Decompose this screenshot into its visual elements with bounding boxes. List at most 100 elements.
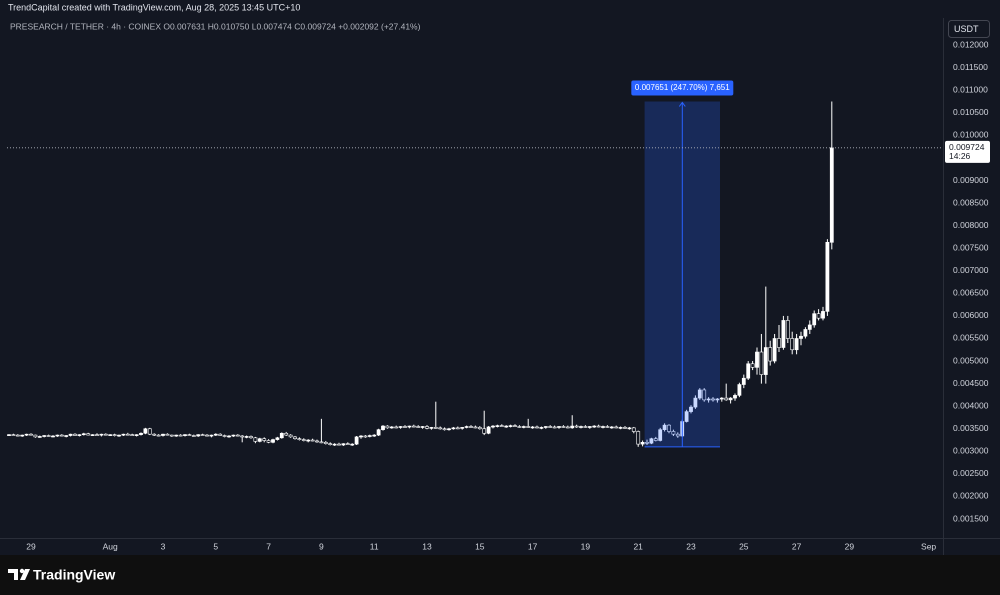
candle-body [491,425,495,428]
candle-body [592,425,597,428]
candle-body [297,438,302,440]
y-tick-label: 0.005500 [953,333,989,343]
candle-body [460,427,465,429]
candle-body [763,347,768,375]
candle-body [790,338,795,351]
candle-body [715,398,720,401]
x-tick-label: 29 [26,541,36,551]
candle-body [574,425,579,428]
logo-dot [19,568,25,574]
currency-label[interactable]: USDT [954,24,979,34]
candle-body [345,443,350,445]
candle-body [125,433,130,436]
candle-body [152,433,157,436]
measure-label: 0.007651 (247.70%) 7,651 [635,83,730,92]
candle-body [711,398,715,401]
x-tick-label: 19 [581,541,591,551]
candle-body [288,434,293,438]
candle-body [161,433,165,436]
candle-body [499,425,504,427]
candle-body [728,397,733,401]
symbol-legend: PRESEARCH / TETHER · 4h · COINEX O0.0076… [10,21,421,31]
candle-body [451,427,456,430]
candle-body [596,425,601,428]
candle-body [579,426,583,428]
candle-body [33,434,38,438]
candle-body [24,433,29,436]
candle-body [671,431,676,435]
candle-body [587,426,592,428]
y-tick-label: 0.010500 [953,107,989,117]
candle-body [746,363,751,379]
credit: TrendCapital created with TradingView.co… [8,2,300,12]
x-tick-label: Sep [921,541,936,551]
candle-body [249,436,253,439]
candle-body [777,338,781,348]
candle-body [55,434,60,437]
candle-body [605,426,610,428]
candle-body [11,434,16,436]
candle-body [86,433,91,436]
candle-body [799,335,803,339]
candle-body [284,432,289,436]
candle-body [315,440,319,443]
candle-body [521,426,526,428]
candle-body [495,425,500,427]
candle-body [526,426,531,428]
candle-body [570,425,575,429]
candle-body [689,406,693,412]
candle-body [667,424,671,432]
candle-body [174,434,179,437]
candle-body [95,434,99,436]
candle-body [821,311,825,319]
candle-body [42,435,47,437]
candle-body [662,424,667,430]
y-tick-label: 0.007500 [953,242,989,252]
candle-body [235,434,240,437]
candle-body [623,427,627,429]
x-tick-label: 25 [739,541,749,551]
x-tick-label: Aug [103,541,118,551]
candle-body [829,147,834,243]
candle-body [807,324,812,330]
candle-body [755,351,759,368]
logo: TradingView [8,567,115,583]
measure-label-box [631,80,734,96]
candle-body [469,426,473,428]
candle-body [403,426,407,428]
x-tick-label: 23 [686,541,696,551]
candle-body [178,434,183,437]
candle-body [583,426,588,428]
currency-box[interactable] [948,20,990,38]
candle-body [645,442,649,444]
candle-body [262,438,267,441]
x-tick-label: 29 [845,541,855,551]
candle-body [772,338,777,362]
measure-arrowhead [678,101,686,107]
candle-body [205,434,209,437]
y-tick-label: 0.003500 [953,423,989,433]
candle-body [108,434,113,436]
candle-body [724,397,729,401]
candle-body [750,363,755,368]
candle-body [618,427,623,429]
x-tick-label: 3 [161,541,166,551]
y-tick-label: 0.002500 [953,468,989,478]
candle-body [139,432,143,435]
candle-body [332,443,337,446]
candle-body [398,426,403,428]
candle-body [77,434,82,436]
candle-body [222,435,227,437]
candle-body [213,433,218,436]
candle-body [121,433,126,436]
candle-body [37,436,42,438]
candle-body [244,436,249,438]
x-tick-label: 21 [633,541,643,551]
footer-bar [0,555,1000,595]
y-tick-label: 0.002000 [953,491,989,501]
candle-body [785,320,790,339]
x-tick-label: 11 [370,541,379,551]
candle-body [169,434,174,437]
x-tick-label: 5 [213,541,218,551]
